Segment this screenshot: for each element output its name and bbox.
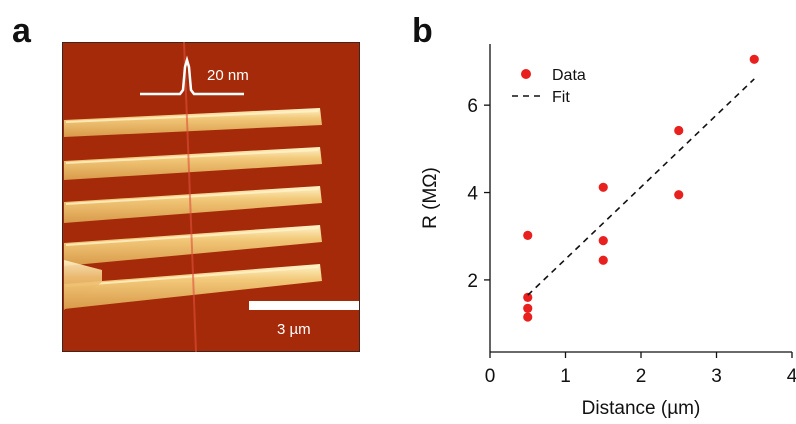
data-point	[749, 54, 759, 64]
x-tick-label: 2	[636, 366, 647, 387]
nanowire-highlight	[65, 188, 319, 205]
nanowire-lead	[64, 260, 102, 310]
data-point	[674, 125, 684, 136]
nanowire	[64, 108, 322, 137]
data-point	[523, 303, 533, 313]
nanowire-highlight	[65, 110, 319, 123]
legend-label: Data	[552, 67, 586, 84]
x-tick-label: 3	[711, 366, 722, 387]
scale-bar-label: 3 µm	[277, 321, 311, 338]
data-point	[523, 312, 533, 322]
y-tick-label: 6	[467, 96, 478, 117]
y-tick-label: 4	[467, 184, 478, 205]
nanowire	[64, 225, 322, 266]
resistance-plot: 0 1 2 3 4 2 4 6 Data Fit Distance (µm) R (MΩ)	[420, 44, 796, 419]
x-tick-label: 4	[787, 366, 796, 387]
data-point	[598, 182, 608, 192]
x-axis-label: Distance (µm)	[582, 398, 701, 419]
plot-legend: Data Fit	[512, 67, 586, 106]
height-profile-line	[140, 55, 244, 96]
nanowire-highlight	[65, 149, 319, 164]
data-point	[598, 235, 608, 246]
x-tick-label: 0	[485, 366, 496, 387]
legend-label: Fit	[552, 89, 570, 106]
data-point	[523, 292, 533, 302]
x-tick-label: 1	[560, 366, 571, 387]
nanowire	[64, 186, 322, 223]
y-tick-label: 2	[467, 271, 478, 292]
legend-marker-data	[521, 69, 531, 79]
panel-label-b: b	[412, 12, 433, 50]
fit-line	[527, 78, 755, 296]
scale-bar	[249, 301, 359, 310]
afm-image: 20 nm 3 µm	[62, 42, 360, 352]
nanowire	[64, 147, 322, 180]
data-point	[598, 255, 608, 265]
nanowire-highlight	[65, 266, 319, 287]
panel-label-a: a	[12, 12, 31, 50]
plot-marks	[523, 54, 759, 322]
data-point	[523, 230, 533, 240]
profile-height-label: 20 nm	[207, 67, 249, 84]
data-point	[674, 190, 684, 200]
y-axis-label: R (MΩ)	[420, 167, 441, 229]
scan-artifact-line	[183, 42, 197, 352]
plot-axes: 0 1 2 3 4 2 4 6	[467, 44, 796, 387]
